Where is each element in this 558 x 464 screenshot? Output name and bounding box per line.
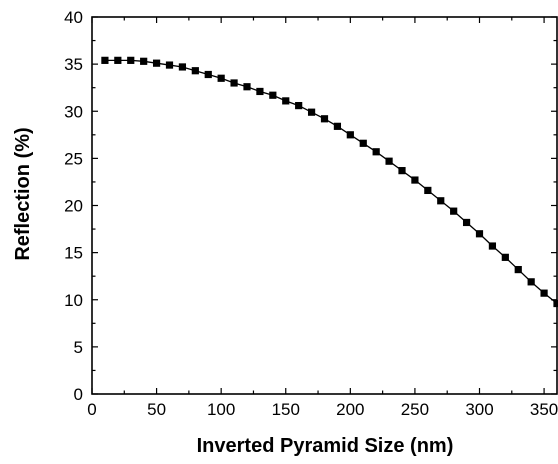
- data-point-marker: [398, 167, 406, 175]
- y-tick-label: 25: [64, 149, 83, 168]
- data-point-marker: [553, 299, 558, 308]
- y-tick-label: 0: [74, 385, 83, 404]
- data-point-marker: [269, 91, 277, 99]
- data-point-marker: [256, 87, 264, 96]
- plot-frame: [91, 16, 558, 395]
- data-point-marker: [140, 57, 148, 65]
- data-point-marker: [114, 56, 122, 64]
- x-tick-label: 200: [336, 400, 364, 419]
- data-point-marker: [307, 108, 316, 116]
- data-point-marker: [501, 253, 509, 261]
- y-axis-title: Reflection (%): [12, 127, 34, 260]
- data-point-marker: [462, 218, 471, 227]
- data-point-marker: [540, 289, 548, 297]
- data-point-marker: [385, 157, 393, 165]
- x-axis-title: Inverted Pyramid Size (nm): [197, 435, 454, 457]
- x-tick-label: 250: [401, 400, 429, 419]
- data-point-marker: [488, 242, 497, 250]
- data-point-marker: [243, 83, 251, 91]
- data-point-marker: [359, 139, 367, 147]
- data-point-marker: [372, 148, 380, 156]
- x-tick-label: 300: [465, 400, 493, 419]
- x-tick-label: 150: [272, 400, 300, 419]
- y-tick-label: 10: [64, 291, 83, 310]
- data-point-marker: [424, 186, 432, 195]
- data-point-marker: [437, 197, 445, 205]
- data-point-marker: [320, 115, 329, 123]
- x-tick-label: 100: [207, 400, 235, 419]
- data-point-marker: [450, 207, 458, 215]
- data-point-marker: [101, 56, 109, 64]
- y-tick-label: 15: [64, 244, 83, 263]
- data-point-marker: [295, 101, 303, 110]
- y-tick-label: 30: [64, 102, 83, 121]
- x-tick-label: 350: [530, 400, 558, 419]
- data-point-marker: [165, 61, 174, 69]
- y-tick-label: 5: [74, 338, 83, 357]
- data-point-marker: [191, 67, 199, 75]
- series-line: [104, 59, 558, 305]
- data-point-marker: [230, 79, 238, 87]
- data-point-marker: [127, 56, 135, 64]
- data-point-marker: [527, 278, 535, 286]
- data-point-marker: [178, 63, 187, 71]
- data-point-marker: [333, 122, 342, 130]
- x-tick-label: 50: [147, 400, 166, 419]
- data-point-marker: [475, 230, 484, 238]
- plot-area: 0 50 100 150 200 250 300 350 0 5 10 15 20 25 30 35 40: [64, 8, 558, 419]
- data-point-marker: [514, 265, 522, 274]
- data-point-marker: [204, 70, 212, 79]
- data-point-marker: [217, 74, 225, 82]
- data-point-marker: [411, 176, 419, 184]
- x-tick-label: 0: [87, 400, 96, 419]
- y-tick-label: 35: [64, 55, 83, 74]
- data-point-marker: [282, 97, 290, 105]
- data-point-marker: [152, 59, 161, 67]
- y-tick-label: 40: [64, 8, 83, 27]
- y-tick-label: 20: [64, 197, 83, 216]
- data-point-marker: [346, 131, 354, 139]
